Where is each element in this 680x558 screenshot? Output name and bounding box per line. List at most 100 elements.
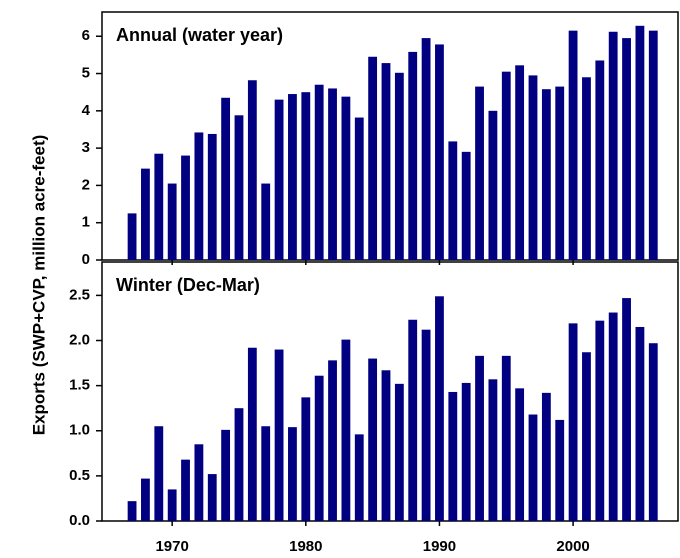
y-tick-label: 4: [82, 102, 91, 119]
bar: [354, 117, 364, 260]
bar: [435, 296, 444, 521]
bar: [622, 38, 631, 261]
x-tick-label: 2000: [556, 538, 589, 555]
bar: [515, 388, 525, 521]
bar: [475, 355, 484, 521]
y-tick-label: 3: [82, 139, 90, 156]
bar: [461, 382, 471, 521]
bar: [501, 355, 511, 521]
y-tick-label: 1.0: [69, 422, 90, 439]
bar: [541, 392, 551, 521]
y-tick-label: 0.0: [69, 512, 90, 529]
bar: [354, 434, 364, 521]
bar: [515, 65, 525, 261]
bar: [501, 71, 511, 260]
bar: [435, 44, 444, 260]
bar: [421, 329, 431, 521]
panel-title: Annual (water year): [116, 25, 283, 45]
bar: [461, 151, 471, 260]
y-tick-label: 1.5: [69, 377, 90, 394]
bar: [181, 459, 190, 521]
bar: [207, 133, 217, 260]
bar: [288, 94, 297, 261]
bar: [648, 343, 658, 521]
bar: [194, 132, 204, 260]
bar: [394, 383, 404, 521]
bar: [595, 60, 605, 260]
bar: [154, 153, 164, 260]
bar: [488, 379, 498, 521]
bar: [301, 397, 311, 521]
bar: [381, 370, 391, 521]
bar: [608, 312, 618, 521]
y-tick-label: 2.5: [69, 286, 90, 303]
bar: [301, 92, 311, 260]
bar: [314, 84, 324, 260]
bar: [274, 349, 284, 521]
bar: [528, 414, 538, 521]
bar: [221, 429, 231, 521]
y-tick-label: 0.5: [69, 467, 90, 484]
bar: [154, 426, 164, 521]
bar: [368, 56, 378, 261]
bar: [368, 358, 378, 521]
bar: [555, 419, 565, 521]
bar: [167, 489, 177, 521]
bar: [608, 31, 618, 261]
x-tick-label: 1980: [289, 538, 322, 555]
bar: [314, 375, 324, 521]
bar: [408, 319, 418, 521]
y-tick-label: 5: [82, 65, 90, 82]
bar: [394, 72, 404, 261]
bar: [127, 213, 137, 260]
bar: [635, 326, 645, 521]
bar: [328, 88, 337, 260]
bar: [167, 183, 177, 260]
bar: [582, 352, 591, 521]
bar: [261, 183, 271, 260]
bar: [181, 155, 190, 260]
bar: [635, 25, 645, 261]
bar: [568, 323, 578, 521]
y-tick-label: 6: [82, 27, 90, 44]
bar: [207, 474, 217, 521]
y-tick-label: 1: [82, 214, 90, 231]
bar: [221, 97, 231, 260]
bar: [622, 298, 631, 521]
bar: [194, 444, 204, 521]
bar: [448, 141, 458, 260]
bar: [288, 427, 297, 521]
bar: [448, 391, 458, 521]
bar: [261, 426, 271, 521]
bar: [421, 38, 431, 261]
bar: [595, 320, 605, 521]
bar: [328, 360, 337, 521]
bar: [127, 501, 137, 521]
bar: [381, 63, 391, 260]
bar: [234, 408, 244, 521]
bar: [341, 96, 351, 260]
y-tick-label: 2: [82, 176, 90, 193]
bar: [141, 168, 150, 260]
x-tick-label: 1990: [423, 538, 456, 555]
bar: [488, 110, 498, 261]
bar: [528, 75, 538, 260]
bar: [247, 80, 257, 261]
y-axis-label: Exports (SWP+CVP, million acre-feet): [29, 135, 48, 436]
bar: [555, 86, 565, 261]
bar: [582, 77, 591, 261]
bar: [541, 89, 551, 260]
bar: [568, 30, 578, 260]
panel-title: Winter (Dec-Mar): [116, 275, 260, 295]
bar: [341, 339, 351, 521]
bar: [408, 51, 418, 260]
bar: [234, 115, 244, 261]
bar: [141, 478, 150, 521]
bar: [475, 86, 484, 261]
y-tick-label: 0: [82, 251, 90, 268]
x-tick-label: 1970: [155, 538, 188, 555]
bar: [274, 99, 284, 260]
bar: [247, 347, 257, 521]
